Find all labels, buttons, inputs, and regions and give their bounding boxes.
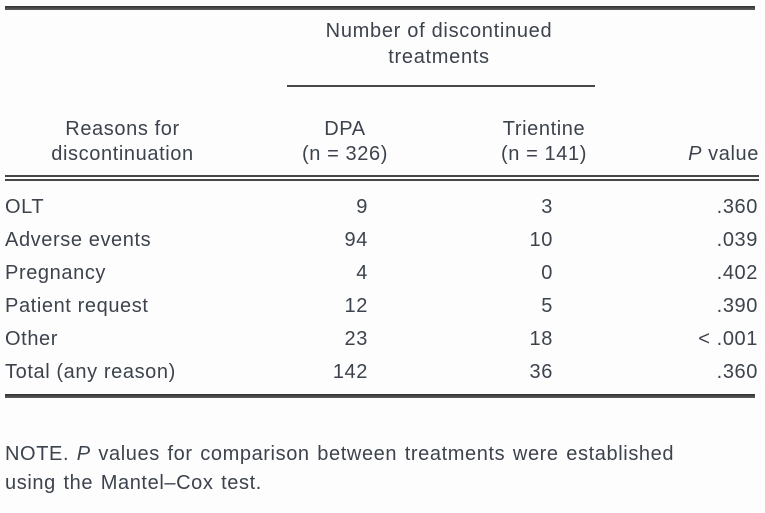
trientine-n: (n = 141) bbox=[500, 143, 587, 165]
cell-trientine: 10 bbox=[529, 229, 553, 251]
table-row: Other 23 18 < .001 bbox=[5, 323, 759, 356]
column-header-row: Reasons for discontinuation DPA (n = 326… bbox=[5, 87, 759, 181]
cell-dpa: 23 bbox=[344, 328, 368, 350]
note-rest: values for comparison between treatments… bbox=[5, 443, 675, 494]
spanner-heading-text: Number of discontinued treatments bbox=[325, 20, 553, 68]
dpa-n: (n = 326) bbox=[301, 143, 388, 165]
cell-trientine: 36 bbox=[529, 361, 553, 383]
table-row: OLT 9 3 .360 bbox=[5, 178, 759, 224]
note-p-italic: P bbox=[76, 443, 91, 465]
table-row: Patient request 12 5 .390 bbox=[5, 290, 759, 323]
table-top-rule bbox=[5, 6, 755, 10]
spanner-heading: Number of discontinued treatments bbox=[240, 18, 638, 70]
cell-pvalue: .360 bbox=[716, 361, 758, 383]
cell-dpa: 9 bbox=[356, 196, 368, 218]
discontinuation-table: Number of discontinued treatments Reason… bbox=[5, 10, 759, 389]
cell-reason: OLT bbox=[5, 196, 45, 218]
spanner-cell: Number of discontinued treatments bbox=[240, 10, 638, 87]
table-row: Adverse events 94 10 .039 bbox=[5, 224, 759, 257]
cell-pvalue: .390 bbox=[716, 295, 758, 317]
column-header-dpa: DPA (n = 326) bbox=[240, 87, 450, 181]
cell-trientine: 0 bbox=[541, 262, 553, 284]
cell-dpa: 12 bbox=[344, 295, 368, 317]
table-footnotes: NOTE. P values for comparison between tr… bbox=[5, 411, 759, 513]
cell-reason: Other bbox=[5, 328, 59, 350]
footnote-pvalue-method: NOTE. P values for comparison between tr… bbox=[5, 440, 759, 498]
cell-trientine: 5 bbox=[541, 295, 553, 317]
table-row: Total (any reason) 142 36 .360 bbox=[5, 356, 759, 389]
trientine-label: Trientine bbox=[502, 118, 586, 140]
spanner-rule bbox=[287, 85, 595, 87]
pvalue-rest: value bbox=[702, 143, 759, 165]
cell-trientine: 3 bbox=[541, 196, 553, 218]
column-header-trientine: Trientine (n = 141) bbox=[450, 87, 638, 181]
table-bottom-rule bbox=[5, 394, 755, 398]
pvalue-p: P bbox=[688, 143, 703, 165]
spanner-spacer-right bbox=[638, 10, 759, 87]
cell-pvalue: < .001 bbox=[698, 328, 758, 350]
cell-dpa: 4 bbox=[356, 262, 368, 284]
cell-reason: Pregnancy bbox=[5, 262, 107, 284]
cell-pvalue: .402 bbox=[716, 262, 758, 284]
cell-trientine: 18 bbox=[529, 328, 553, 350]
column-header-pvalue: P value bbox=[638, 87, 759, 181]
cell-reason: Patient request bbox=[5, 295, 149, 317]
spanner-spacer-left bbox=[5, 10, 240, 87]
table-row: Pregnancy 4 0 .402 bbox=[5, 257, 759, 290]
spanner-row: Number of discontinued treatments bbox=[5, 10, 759, 87]
cell-reason: Adverse events bbox=[5, 229, 152, 251]
note-prefix: NOTE. bbox=[5, 443, 77, 465]
cell-pvalue: .039 bbox=[716, 229, 758, 251]
column-header-reason: Reasons for discontinuation bbox=[5, 87, 240, 181]
cell-dpa: 94 bbox=[344, 229, 368, 251]
cell-reason: Total (any reason) bbox=[5, 361, 176, 383]
dpa-label: DPA bbox=[324, 118, 366, 140]
cell-pvalue: .360 bbox=[716, 196, 758, 218]
cell-dpa: 142 bbox=[332, 361, 368, 383]
